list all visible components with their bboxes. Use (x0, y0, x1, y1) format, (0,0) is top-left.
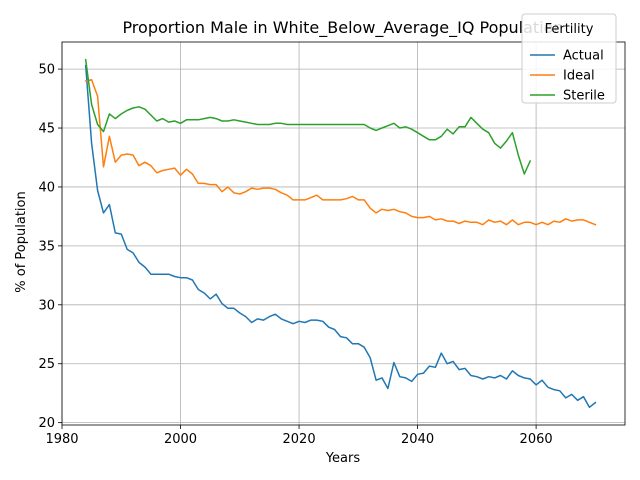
y-tick-label: 30 (38, 298, 55, 313)
x-tick-label: 2000 (164, 432, 197, 447)
legend: Fertility Actual Ideal Sterile (521, 13, 617, 104)
y-tick-label: 40 (38, 180, 55, 195)
legend-label-actual: Actual (563, 49, 604, 64)
x-axis: 1980 2000 2020 2040 2060 (45, 425, 553, 447)
x-tick-label: 2040 (401, 432, 434, 447)
series-line-ideal (84, 78, 597, 226)
series-group (84, 58, 597, 409)
y-tick-label: 35 (38, 239, 55, 254)
x-tick-label: 2020 (283, 432, 316, 447)
series-line-actual (84, 64, 597, 409)
y-tick-label: 20 (38, 416, 55, 431)
legend-title: Fertility (545, 22, 594, 37)
y-axis: 20 25 30 35 40 45 50 (38, 63, 62, 431)
legend-box (521, 13, 617, 104)
chart-title: Proportion Male in White_Below_Average_I… (122, 18, 563, 38)
legend-label-ideal: Ideal (563, 69, 595, 84)
x-axis-label: Years (325, 451, 361, 466)
y-tick-label: 50 (38, 63, 55, 78)
x-tick-label: 2060 (520, 432, 553, 447)
x-tick-label: 1980 (45, 432, 78, 447)
y-axis-label: % of Population (14, 191, 29, 292)
y-tick-label: 45 (38, 122, 55, 137)
legend-label-sterile: Sterile (563, 89, 605, 104)
series-line-sterile (84, 58, 532, 175)
legend-entries: Actual Ideal Sterile (530, 49, 605, 104)
y-tick-label: 25 (38, 357, 55, 372)
grid-lines (61, 42, 625, 425)
plot-frame (61, 41, 626, 426)
